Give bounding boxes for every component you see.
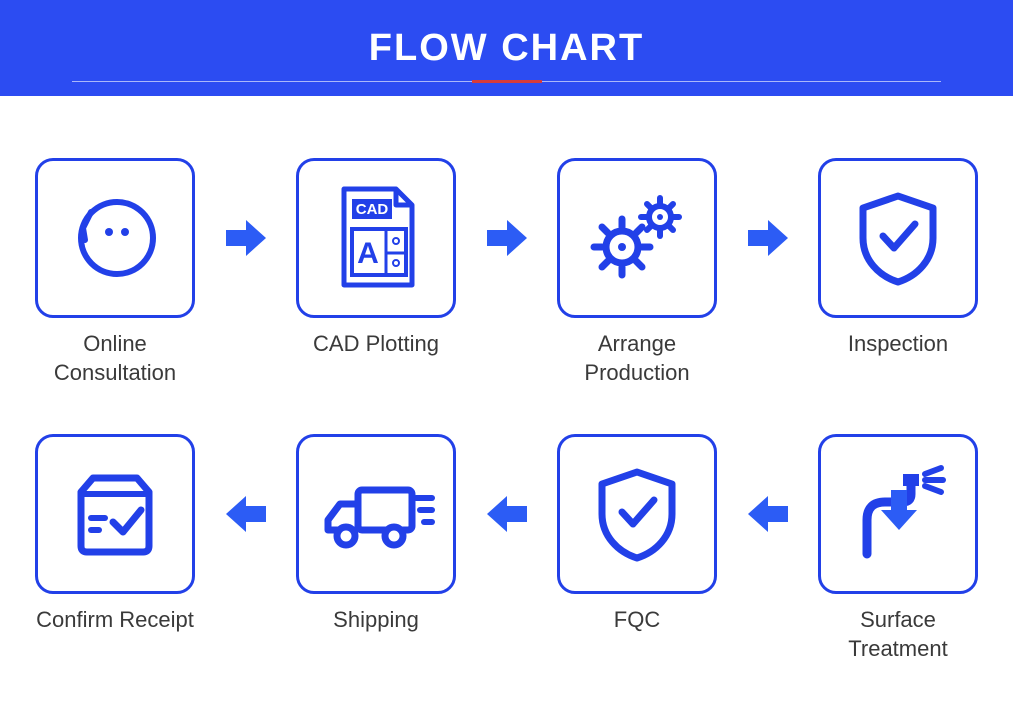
step-box	[557, 434, 717, 594]
page-title: FLOW CHART	[369, 27, 644, 70]
step-label: OnlineConsultation	[54, 330, 176, 388]
arrow-right-3	[744, 158, 792, 318]
arrow-right-icon	[224, 216, 268, 260]
step-box	[557, 158, 717, 318]
speech-bubble-face-icon	[65, 188, 165, 288]
step-box: CAD A	[296, 158, 456, 318]
shield-check-icon	[592, 464, 682, 564]
gears-icon	[582, 183, 692, 293]
arrow-down	[875, 486, 923, 534]
step-arrange-production: ArrangeProduction	[552, 158, 722, 388]
flow-row-2: Confirm Receipt Shipping	[30, 434, 983, 664]
arrow-left-icon	[485, 492, 529, 536]
step-online-consultation: OnlineConsultation	[30, 158, 200, 388]
step-box	[296, 434, 456, 594]
header-banner: FLOW CHART	[0, 0, 1013, 96]
step-fqc: FQC	[552, 434, 722, 664]
arrow-right-icon	[746, 216, 790, 260]
arrow-left-icon	[224, 492, 268, 536]
step-label: SurfaceTreatment	[848, 606, 947, 664]
step-shipping: Shipping	[291, 434, 461, 664]
step-box	[35, 158, 195, 318]
shield-check-icon	[853, 188, 943, 288]
step-box	[818, 158, 978, 318]
svg-text:CAD: CAD	[356, 201, 389, 218]
step-inspection: Inspection	[813, 158, 983, 388]
step-label: CAD Plotting	[313, 330, 439, 388]
step-label: ArrangeProduction	[584, 330, 689, 388]
truck-icon	[316, 464, 436, 564]
flow-row-1: OnlineConsultation CAD A	[30, 158, 983, 388]
arrow-right-icon	[485, 216, 529, 260]
arrow-down-icon	[877, 488, 921, 532]
arrow-left-icon	[746, 492, 790, 536]
step-cad-plotting: CAD A CAD Plotting	[291, 158, 461, 388]
step-box	[35, 434, 195, 594]
step-label: Confirm Receipt	[36, 606, 194, 664]
arrow-left-3	[222, 434, 270, 594]
arrow-right-1	[222, 158, 270, 318]
cad-file-icon: CAD A	[326, 183, 426, 293]
header-underline-accent	[472, 80, 542, 83]
arrow-left-1	[744, 434, 792, 594]
svg-text:A: A	[357, 237, 379, 270]
step-label: Shipping	[333, 606, 419, 664]
arrow-right-2	[483, 158, 531, 318]
package-check-icon	[65, 464, 165, 564]
arrow-left-2	[483, 434, 531, 594]
flowchart: OnlineConsultation CAD A	[0, 96, 1013, 664]
step-surface-treatment: SurfaceTreatment	[813, 434, 983, 664]
step-label: Inspection	[848, 330, 948, 388]
step-label: FQC	[614, 606, 660, 664]
step-confirm-receipt: Confirm Receipt	[30, 434, 200, 664]
